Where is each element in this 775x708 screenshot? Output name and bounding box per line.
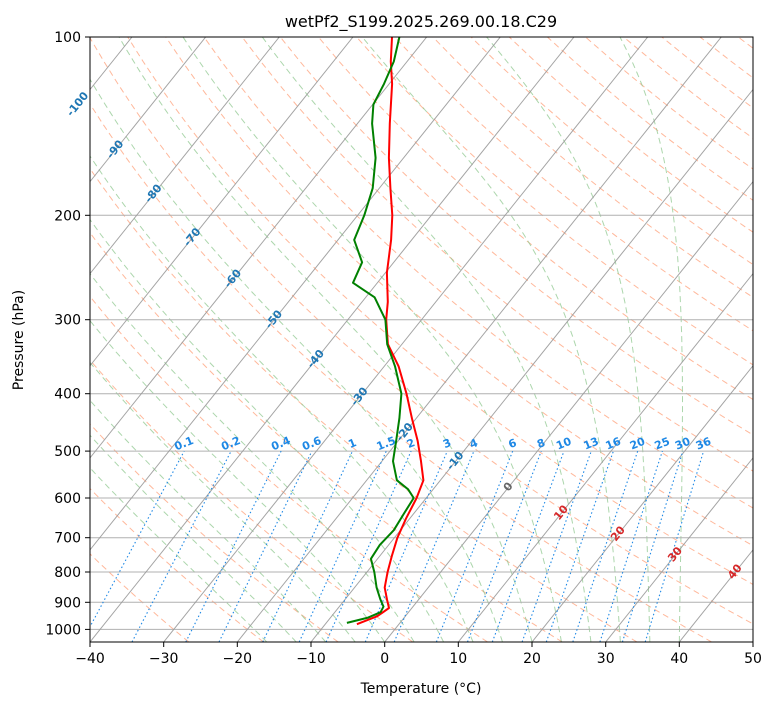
mixing-ratio-line bbox=[644, 450, 705, 642]
mixing-ratio-label: 2 bbox=[405, 436, 417, 451]
mixing-ratio-line bbox=[545, 450, 614, 642]
moist-adiabat bbox=[90, 361, 356, 642]
x-tick-label: −10 bbox=[296, 651, 326, 667]
mixing-ratio-label: 20 bbox=[628, 435, 647, 453]
isotherm bbox=[90, 37, 280, 275]
isotherm bbox=[605, 457, 753, 642]
y-axis-ticks: 100 200 300 400 500 600 700 800 900 1000 bbox=[45, 30, 90, 638]
mixing-ratio-line bbox=[218, 450, 313, 642]
isotherm bbox=[310, 88, 753, 642]
y-tick-label: 200 bbox=[54, 208, 81, 224]
isotherm bbox=[90, 37, 354, 367]
y-tick-label: 400 bbox=[54, 387, 81, 403]
dry-adiabat bbox=[90, 103, 712, 642]
isotherm bbox=[384, 180, 753, 642]
x-tick-label: 10 bbox=[449, 651, 467, 667]
mixing-ratio-line bbox=[599, 450, 663, 642]
moist-adiabat bbox=[118, 37, 533, 642]
dry-adiabat bbox=[127, 37, 753, 586]
isotherm bbox=[531, 364, 753, 642]
y-tick-label: 900 bbox=[54, 595, 81, 611]
mixing-ratio-label: 30 bbox=[673, 435, 692, 453]
plot-frame bbox=[89, 36, 754, 643]
dry-adiabat bbox=[90, 231, 563, 642]
dewpoint-profile bbox=[346, 37, 415, 624]
mixing-ratio-line bbox=[393, 450, 475, 642]
temperature-profile bbox=[356, 37, 425, 626]
moist-adiabat bbox=[90, 467, 268, 642]
mixing-ratio-line bbox=[364, 450, 448, 642]
isotherm bbox=[163, 37, 649, 642]
mixing-ratio-line bbox=[621, 450, 684, 642]
x-tick-label: 40 bbox=[670, 651, 688, 667]
mixing-ratio-line bbox=[521, 450, 592, 642]
mixing-ratio-label: 10 bbox=[554, 435, 573, 453]
x-tick-label: 30 bbox=[597, 651, 615, 667]
dry-adiabat bbox=[90, 295, 488, 642]
mixing-ratio-line bbox=[262, 450, 353, 642]
x-axis-label: Temperature (°C) bbox=[360, 681, 482, 697]
dry-adiabat bbox=[90, 553, 190, 642]
x-tick-label: 20 bbox=[523, 651, 541, 667]
mixing-ratio-label: 13 bbox=[582, 435, 601, 453]
moist-adiabat bbox=[182, 37, 562, 642]
moist-adiabat bbox=[90, 434, 297, 642]
y-tick-label: 800 bbox=[54, 565, 81, 581]
y-tick-label: 1000 bbox=[45, 622, 81, 638]
y-tick-label: 700 bbox=[54, 531, 81, 547]
moist-adiabat bbox=[90, 218, 445, 642]
moist-adiabat bbox=[261, 37, 592, 642]
isotherm bbox=[90, 37, 501, 551]
dry-adiabat bbox=[165, 37, 753, 547]
y-axis-label: Pressure (hPa) bbox=[11, 290, 27, 390]
x-tick-label: 0 bbox=[380, 651, 389, 667]
dry-adiabat bbox=[203, 37, 753, 509]
x-tick-label: −20 bbox=[223, 651, 253, 667]
dry-adiabat bbox=[90, 423, 339, 642]
isotherm bbox=[457, 272, 753, 642]
x-tick-label: −40 bbox=[75, 651, 105, 667]
moist-adiabat bbox=[90, 78, 503, 642]
profile-lines bbox=[346, 37, 425, 626]
y-tick-label: 100 bbox=[54, 30, 81, 46]
isotherm bbox=[90, 37, 575, 642]
isotherm bbox=[90, 37, 207, 183]
dry-adiabat bbox=[318, 37, 753, 401]
mixing-ratio-line bbox=[90, 450, 185, 628]
dry-adiabat bbox=[90, 167, 638, 642]
x-tick-label: −30 bbox=[149, 651, 179, 667]
mixing-ratio-label: 16 bbox=[604, 435, 623, 453]
dry-adiabat bbox=[356, 37, 753, 366]
dry-adiabat bbox=[90, 37, 753, 625]
moist-adiabat bbox=[90, 155, 474, 642]
chart-title: wetPf2_S199.2025.269.00.18.C29 bbox=[285, 12, 557, 32]
mixing-ratio-label: 8 bbox=[535, 436, 547, 451]
mixing-ratio-label: 1 bbox=[346, 436, 358, 451]
mixing-ratio-label: 36 bbox=[694, 435, 713, 453]
isotherm bbox=[90, 37, 428, 459]
moist-adiabat bbox=[90, 319, 386, 642]
x-tick-label: 50 bbox=[744, 651, 762, 667]
isotherm bbox=[236, 37, 722, 642]
moist-adiabat bbox=[361, 37, 621, 642]
mixing-ratio-line bbox=[325, 450, 412, 642]
mixing-ratio-label: 25 bbox=[653, 435, 672, 453]
mixing-ratio-line bbox=[298, 450, 387, 642]
moist-adiabat bbox=[619, 37, 683, 642]
y-tick-label: 300 bbox=[54, 313, 81, 329]
moist-adiabat bbox=[486, 37, 651, 642]
mixing-ratio-line bbox=[572, 450, 639, 642]
x-axis-ticks: −40 −30 −20 −10 0 10 20 30 40 50 bbox=[75, 642, 762, 667]
mixing-ratio-labels: 0.1 0.2 0.4 0.6 1 1.5 2 3 4 6 8 10 13 16 20 25 30 36 bbox=[173, 434, 714, 453]
y-tick-label: 500 bbox=[54, 444, 81, 460]
mixing-ratio-label: 3 bbox=[441, 436, 453, 451]
y-tick-label: 600 bbox=[54, 491, 81, 507]
dry-adiabat bbox=[394, 37, 753, 332]
